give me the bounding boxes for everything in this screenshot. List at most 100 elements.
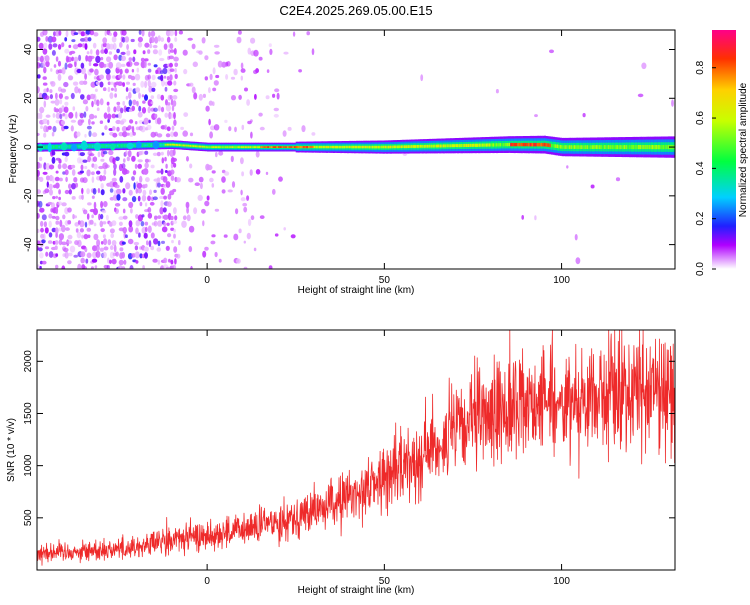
- spectrum-ridge-cell: [53, 146, 56, 148]
- spectrum-noise-cell: [44, 227, 49, 234]
- spectrum-noise-cell: [144, 252, 148, 259]
- spectrum-noise-cell: [55, 112, 61, 119]
- spectrum-noise-cell: [159, 57, 165, 62]
- spectrum-noise-cell: [182, 49, 188, 56]
- spectrum-ridge-cell: [510, 142, 513, 147]
- spectrum-noise-cell: [171, 105, 175, 112]
- spectrum-noise-cell: [39, 252, 44, 259]
- spectrum-ridge-cell: [274, 146, 277, 148]
- spectrum-ridge-cell: [648, 145, 651, 150]
- spectrum-ridge-cell: [309, 145, 312, 149]
- spectrum-noise-cell: [50, 68, 53, 72]
- spectrum-noise-cell: [180, 126, 185, 130]
- spectrum-ridge-cell: [247, 146, 250, 148]
- spectrum-noise-cell: [223, 234, 228, 238]
- spectrum-noise-cell: [214, 251, 218, 258]
- spectrum-noise-cell: [231, 95, 236, 101]
- spectrum-noise-cell: [75, 111, 78, 119]
- spectrum-ridge-cell: [283, 146, 286, 148]
- spectrum-ridge-cell: [343, 145, 346, 149]
- spectrum-noise-cell: [224, 171, 230, 176]
- spectrum-noise-cell: [68, 252, 73, 257]
- spectrum-noise-cell: [173, 56, 179, 62]
- spectrum-noise-cell: [81, 187, 84, 195]
- spectrum-ridge-cell: [464, 143, 467, 147]
- spectrum-ridge-cell: [623, 145, 626, 150]
- spectrum-noise-cell: [205, 105, 210, 112]
- spectrum-noise-cell: [166, 201, 172, 207]
- spectrum-noise-cell: [143, 246, 149, 252]
- spectrum-ridge-cell: [299, 146, 302, 149]
- spectrum-noise-cell: [95, 244, 100, 252]
- spectrum-ridge-cell: [522, 142, 525, 147]
- spectrum-ridge-cell: [286, 146, 289, 148]
- spectrum-noise-cell: [108, 51, 113, 55]
- spectrum-noise-cell: [64, 169, 69, 176]
- spectrum-noise-cell: [255, 68, 259, 74]
- spectrum-noise-cell: [131, 68, 135, 73]
- spectrum-noise-cell: [115, 156, 120, 162]
- spectrum-noise-cell: [77, 263, 82, 269]
- spectrum-ridge-cell: [437, 144, 440, 148]
- spectrum-noise-cell: [49, 89, 53, 94]
- spectrum-noise-cell: [93, 32, 99, 37]
- spectrum-noise-cell: [118, 221, 123, 226]
- spectrum-ridge-cell: [338, 145, 341, 149]
- spectrum-noise-cell: [172, 100, 177, 107]
- spectrum-noise-cell: [135, 227, 139, 235]
- spectrum-ridge-cell: [173, 143, 176, 146]
- spectrum-noise-cell: [191, 86, 196, 94]
- spectrum-noise-cell: [147, 62, 151, 66]
- spectrum-noise-cell: [135, 214, 139, 219]
- spectrum-noise-cell: [549, 49, 554, 54]
- spectrum-noise-cell: [60, 88, 67, 93]
- spectrum-noise-cell: [131, 125, 135, 133]
- spectrum-ridge-cell: [604, 145, 607, 149]
- spectrum-noise-cell: [169, 62, 173, 68]
- spectrum-noise-cell: [74, 60, 77, 68]
- spectrum-noise-cell: [79, 112, 84, 119]
- spectrum-noise-cell: [95, 49, 100, 56]
- spectrum-peak-blob: [80, 140, 88, 151]
- spectrum-noise-cell: [82, 159, 88, 163]
- spectrum-noise-cell: [150, 164, 155, 169]
- spectrum-ridge-cell: [529, 142, 532, 147]
- spectrum-ridge-cell: [79, 145, 82, 148]
- spectrum-noise-cell: [103, 201, 108, 208]
- spectrum-noise-cell: [97, 187, 101, 194]
- spectrum-noise-cell: [94, 115, 97, 119]
- spectrum-noise-cell: [99, 81, 104, 88]
- spectrum-noise-cell: [61, 224, 66, 233]
- spectrum-noise-cell: [178, 30, 183, 35]
- spectrum-ridge-cell: [161, 144, 164, 146]
- spectrum-ridge-cell: [178, 144, 181, 146]
- spectrum-noise-cell: [168, 258, 171, 263]
- spectrum-noise-cell: [71, 196, 76, 200]
- spectrum-ridge-cell: [235, 146, 238, 148]
- spectrum-noise-cell: [283, 51, 289, 55]
- spectrum-noise-cell: [121, 251, 125, 259]
- spectrum-ridge-cell: [318, 145, 321, 149]
- spectrum-noise-cell: [122, 82, 125, 87]
- spectrum-noise-cell: [144, 158, 149, 163]
- spectrum-noise-cell: [143, 168, 149, 175]
- spectrum-noise-cell: [160, 94, 165, 101]
- spectrum-ridge-cell: [659, 145, 662, 150]
- spectrum-ridge-cell: [132, 144, 135, 147]
- spectrum-noise-cell: [51, 50, 56, 56]
- spectrum-ridge-cell: [91, 145, 94, 148]
- spectrum-ridge-cell: [45, 146, 48, 148]
- spectrum-noise-cell: [114, 87, 117, 92]
- spectrum-ridge-cell: [643, 145, 646, 150]
- spectrum-noise-cell: [67, 240, 73, 245]
- spectrum-noise-cell: [83, 111, 87, 118]
- spectrum-noise-cell: [575, 257, 581, 265]
- spectrum-noise-cell: [213, 80, 219, 86]
- spectrum-noise-cell: [311, 132, 316, 136]
- spectrum-noise-cell: [40, 220, 44, 227]
- spectrum-ridge-cell: [504, 143, 507, 147]
- spectrum-ridge-cell: [384, 145, 387, 149]
- spectrum-noise-cell: [143, 232, 148, 239]
- spectrum-noise-cell: [64, 156, 68, 162]
- spectrum-noise-cell: [108, 150, 114, 156]
